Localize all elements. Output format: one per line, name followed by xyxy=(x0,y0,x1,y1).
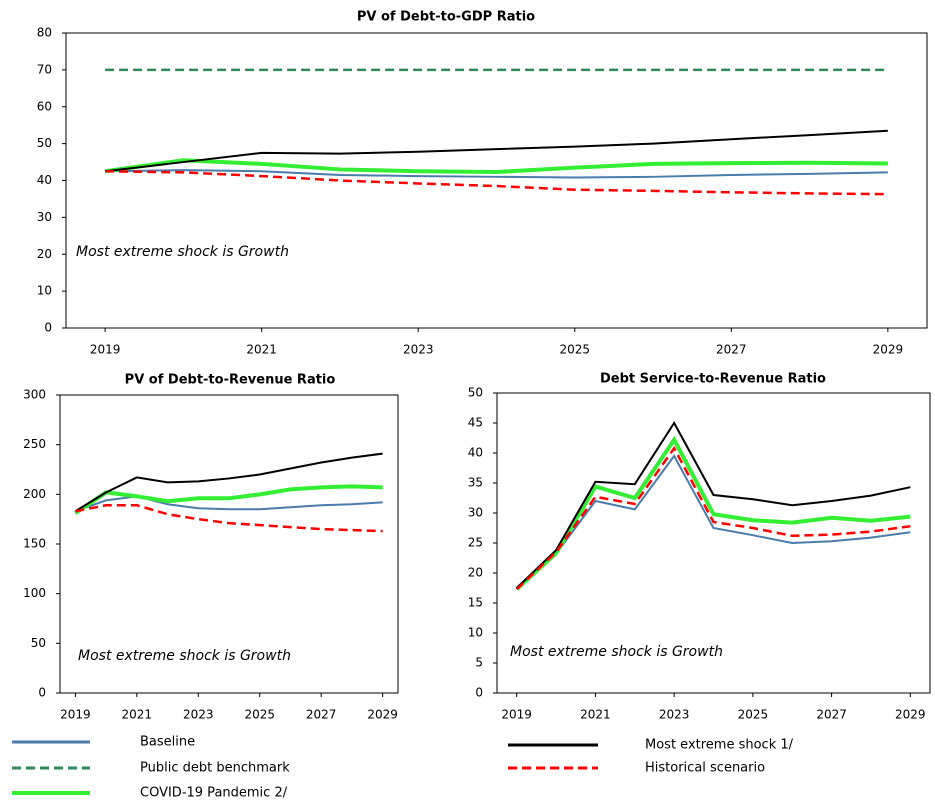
x-tick-label: 2029 xyxy=(895,708,926,722)
series-line xyxy=(104,158,888,175)
y-tick-label: 50 xyxy=(37,136,52,150)
annotation: Most extreme shock is Growth xyxy=(510,644,723,660)
x-tick-label: 2027 xyxy=(816,708,847,722)
y-tick-label: 50 xyxy=(31,636,46,650)
legend-label: Most extreme shock 1/ xyxy=(645,738,794,753)
annotation: Most extreme shock is Growth xyxy=(76,244,289,260)
y-tick-label: 10 xyxy=(468,626,483,640)
y-tick-label: 80 xyxy=(37,26,52,40)
series-line xyxy=(516,454,911,590)
legend-label: COVID-19 Pandemic 2/ xyxy=(140,786,288,801)
x-tick-label: 2025 xyxy=(738,708,769,722)
annotation: Most extreme shock is Growth xyxy=(78,648,291,664)
y-tick-label: 100 xyxy=(23,586,46,600)
y-tick-label: 150 xyxy=(23,537,46,551)
y-tick-label: 30 xyxy=(37,210,52,224)
series-line xyxy=(74,452,383,513)
plot-frame xyxy=(65,32,928,329)
chart-title: PV of Debt-to-GDP Ratio xyxy=(357,10,535,25)
y-tick-label: 300 xyxy=(23,388,46,402)
y-tick-label: 20 xyxy=(468,566,483,580)
y-tick-label: 70 xyxy=(37,62,52,76)
y-tick-label: 0 xyxy=(475,686,483,700)
x-tick-label: 2023 xyxy=(659,708,690,722)
x-tick-label: 2019 xyxy=(501,708,532,722)
x-tick-label: 2019 xyxy=(90,343,121,357)
x-tick-label: 2025 xyxy=(559,343,590,357)
chart-title: Debt Service-to-Revenue Ratio xyxy=(600,372,826,387)
series-line xyxy=(75,495,383,513)
y-tick-label: 60 xyxy=(37,99,52,113)
y-tick-label: 5 xyxy=(475,656,483,670)
y-tick-label: 50 xyxy=(468,386,483,400)
series-line xyxy=(515,435,911,591)
x-tick-label: 2023 xyxy=(403,343,434,357)
x-tick-label: 2021 xyxy=(246,343,277,357)
series-line xyxy=(515,421,911,589)
y-tick-label: 30 xyxy=(468,506,483,520)
legend-label: Baseline xyxy=(140,735,195,750)
y-tick-label: 200 xyxy=(23,487,46,501)
y-tick-label: 20 xyxy=(37,247,52,261)
x-tick-label: 2025 xyxy=(244,708,275,722)
x-tick-label: 2021 xyxy=(122,708,153,722)
y-tick-label: 0 xyxy=(38,686,46,700)
x-tick-label: 2023 xyxy=(183,708,214,722)
series-line xyxy=(75,504,383,533)
y-tick-label: 15 xyxy=(468,596,483,610)
x-tick-label: 2019 xyxy=(60,708,91,722)
y-tick-label: 25 xyxy=(468,536,483,550)
series-line xyxy=(105,129,888,173)
y-tick-label: 0 xyxy=(44,321,52,335)
y-tick-label: 40 xyxy=(37,173,52,187)
series-line xyxy=(515,445,911,591)
y-tick-label: 45 xyxy=(468,416,483,430)
series-line xyxy=(105,170,888,196)
x-tick-label: 2029 xyxy=(873,343,904,357)
y-tick-label: 250 xyxy=(23,437,46,451)
y-tick-label: 10 xyxy=(37,284,52,298)
y-tick-label: 35 xyxy=(468,476,483,490)
series-line xyxy=(105,169,888,179)
legend-label: Historical scenario xyxy=(645,761,765,776)
x-tick-label: 2021 xyxy=(580,708,611,722)
legend-label: Public debt benchmark xyxy=(140,761,290,776)
x-tick-label: 2029 xyxy=(367,708,398,722)
x-tick-label: 2027 xyxy=(306,708,337,722)
chart-title: PV of Debt-to-Revenue Ratio xyxy=(125,373,336,388)
series-line xyxy=(74,484,383,515)
y-tick-label: 40 xyxy=(468,446,483,460)
x-tick-label: 2027 xyxy=(716,343,747,357)
